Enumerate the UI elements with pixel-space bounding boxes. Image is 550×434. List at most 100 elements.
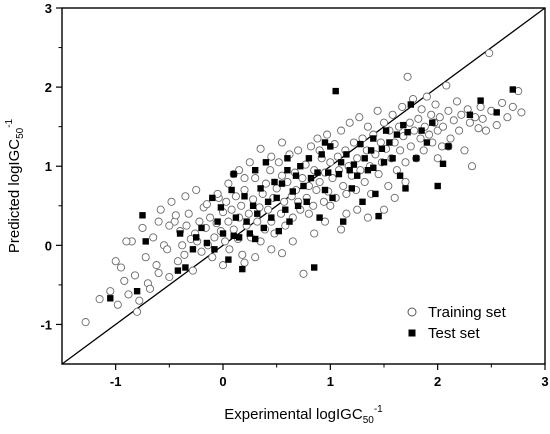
test-point: [378, 145, 386, 152]
training-point: [353, 205, 362, 214]
training-point: [353, 154, 362, 163]
training-point: [328, 174, 337, 183]
test-point: [260, 224, 267, 232]
test-point: [214, 218, 221, 225]
training-point: [337, 225, 346, 234]
test-point: [321, 186, 329, 194]
training-point: [178, 241, 187, 250]
training-point: [135, 296, 144, 305]
training-point: [401, 158, 410, 167]
training-point: [503, 113, 512, 122]
training-point: [229, 225, 238, 234]
training-point: [299, 269, 308, 278]
test-point: [329, 194, 336, 202]
training-point: [442, 81, 451, 90]
legend-test-label: Test set: [428, 325, 481, 342]
training-point: [173, 257, 182, 266]
training-point: [180, 250, 189, 259]
test-point: [252, 235, 259, 243]
test-point: [402, 185, 409, 192]
test-point: [332, 87, 339, 95]
test-point: [372, 190, 379, 198]
training-point: [401, 177, 410, 187]
training-point: [195, 217, 204, 226]
training-point: [410, 126, 419, 135]
test-point: [303, 198, 310, 205]
training-point: [167, 197, 176, 206]
test-point: [382, 127, 390, 134]
training-point: [267, 152, 276, 161]
legend-test-marker: [408, 329, 416, 337]
test-point: [273, 194, 280, 202]
test-point: [232, 214, 240, 221]
training-point: [274, 158, 283, 167]
test-point: [354, 172, 361, 179]
test-point: [477, 97, 484, 104]
test-point: [357, 140, 364, 148]
x-tick-label: 1: [327, 374, 334, 389]
training-point: [266, 166, 275, 175]
test-point: [327, 143, 334, 150]
training-point: [156, 205, 165, 214]
training-point: [349, 138, 358, 147]
training-point: [485, 49, 494, 58]
test-point: [254, 210, 261, 217]
plot-frame: [61, 7, 546, 365]
training-point: [152, 261, 161, 270]
test-point: [289, 188, 296, 195]
training-point: [224, 217, 233, 226]
training-point: [240, 174, 249, 183]
training-point: [202, 200, 211, 209]
training-point: [249, 195, 258, 204]
test-point: [284, 155, 291, 162]
training-point: [384, 181, 393, 191]
training-point: [465, 118, 474, 127]
training-point: [417, 105, 426, 114]
test-point: [367, 147, 375, 154]
test-point: [343, 151, 350, 158]
test-point: [217, 204, 225, 211]
y-axis-title: Predicted logIGC50-1: [4, 118, 26, 253]
test-point: [182, 264, 189, 271]
test-point: [297, 163, 304, 170]
training-point: [255, 203, 264, 212]
training-point: [304, 209, 313, 218]
test-point: [316, 214, 323, 221]
training-point: [227, 205, 236, 214]
training-point: [221, 237, 230, 246]
test-point: [268, 214, 275, 221]
training-point: [222, 197, 231, 206]
training-point: [197, 247, 206, 256]
training-point: [405, 118, 414, 127]
training-point: [256, 144, 265, 153]
training-point: [306, 142, 316, 151]
training-point: [240, 258, 249, 267]
test-point: [243, 218, 250, 225]
legend-training-marker: [407, 307, 417, 317]
training-point: [309, 201, 318, 210]
training-point: [210, 233, 219, 242]
training-point: [113, 300, 122, 309]
training-point: [181, 192, 190, 201]
training-point: [264, 205, 273, 214]
test-point: [211, 246, 218, 253]
training-point: [251, 174, 260, 183]
test-point: [418, 127, 425, 134]
test-point: [407, 101, 414, 108]
training-point: [319, 197, 328, 206]
test-point: [252, 167, 259, 174]
test-point: [393, 131, 401, 138]
training-point: [138, 223, 147, 232]
y-tick-label: 3: [45, 1, 52, 16]
training-point: [476, 102, 485, 111]
y-tick-label: 0: [45, 238, 52, 253]
test-point: [307, 174, 315, 182]
test-point: [203, 239, 211, 247]
training-point: [253, 217, 262, 226]
training-point: [406, 142, 415, 151]
test-point: [335, 170, 343, 178]
training-point: [149, 233, 158, 242]
training-point: [379, 205, 389, 214]
test-point: [509, 86, 516, 93]
